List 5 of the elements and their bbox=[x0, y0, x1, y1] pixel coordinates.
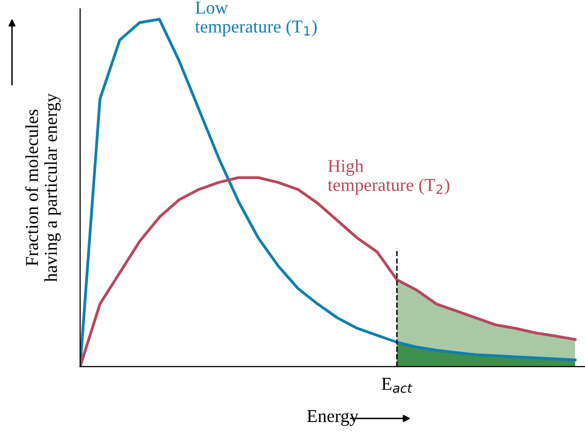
series-label: High temperature (T$_{2}$) bbox=[328, 159, 450, 195]
text: E$_{act}$ bbox=[382, 378, 412, 393]
y-axis-title: Fraction of molecules having a particular energy bbox=[25, 93, 61, 282]
x-axis-title: Energy bbox=[307, 410, 358, 426]
series-label: Low temperature (T$_{1}$) bbox=[195, 2, 317, 36]
